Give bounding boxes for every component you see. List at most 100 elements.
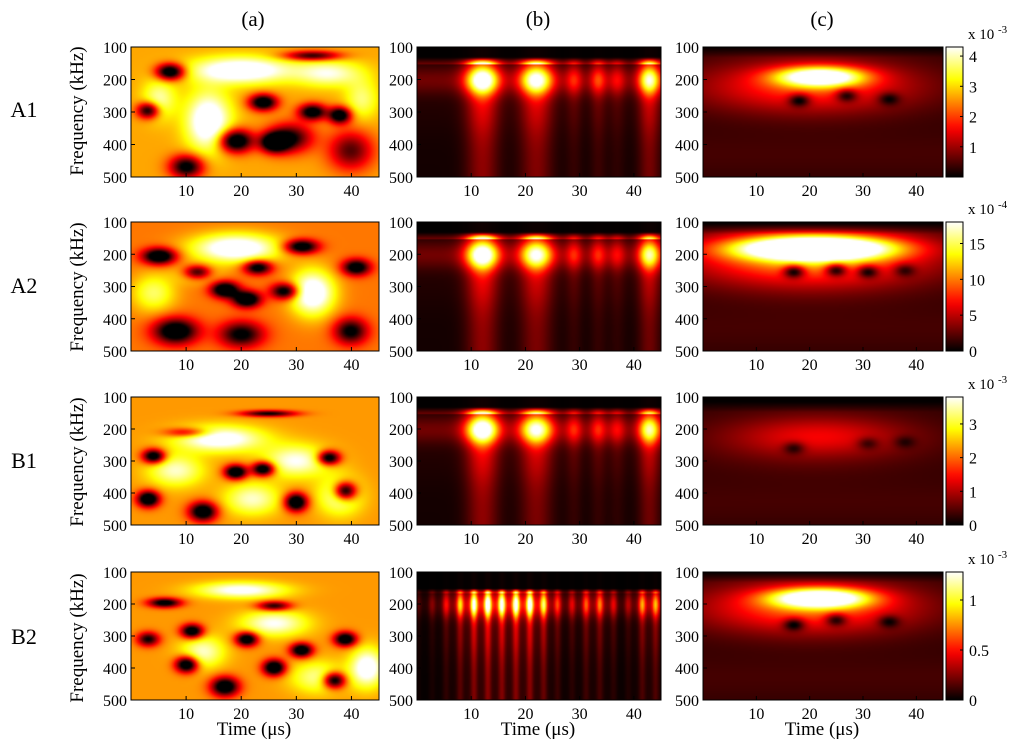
y-tick-label: 200	[389, 597, 413, 614]
y-tick-label: 100	[103, 215, 127, 232]
colorbar-tick-label: 1	[969, 593, 977, 610]
x-tick-label: 40	[343, 706, 359, 723]
y-tick-label: 300	[103, 629, 127, 646]
colorbar-tick-label: 1	[969, 140, 977, 157]
row-label-a2: A2	[11, 273, 38, 298]
y-tick-label: 400	[675, 486, 699, 503]
heatmap-c-a1	[703, 47, 943, 177]
x-tick-label: 10	[178, 706, 194, 723]
x-tick-label: 20	[802, 357, 818, 374]
y-tick-label: 400	[675, 661, 699, 678]
colorbar-a1	[945, 46, 964, 178]
x-tick-label: 30	[288, 531, 304, 548]
y-tick-label: 100	[389, 40, 413, 57]
colorbar-b1	[945, 396, 964, 526]
x-tick-label: 20	[802, 183, 818, 200]
y-tick-label: 400	[103, 661, 127, 678]
heatmap-a-b2	[131, 572, 379, 700]
x-tick-label: 20	[233, 531, 249, 548]
y-tick-label: 100	[389, 215, 413, 232]
y-tick-label: 500	[103, 693, 127, 710]
x-axis-title-c: Time (μs)	[785, 719, 859, 740]
x-tick-label: 10	[178, 357, 194, 374]
heatmap-a-a2	[131, 222, 379, 351]
y-tick-label: 300	[103, 105, 127, 122]
y-tick-label: 300	[389, 280, 413, 297]
y-tick-label: 300	[389, 454, 413, 471]
colorbar-exponent-a2: x 10 -4	[968, 199, 1008, 218]
colorbar-tick-label: 3	[969, 79, 977, 96]
y-tick-label: 400	[389, 312, 413, 329]
x-tick-label: 10	[178, 183, 194, 200]
heatmap-b-a1	[417, 47, 661, 177]
x-tick-label: 30	[288, 706, 304, 723]
column-label-c: (c)	[810, 7, 833, 31]
y-tick-label: 100	[103, 565, 127, 582]
y-tick-label: 400	[103, 486, 127, 503]
x-tick-label: 30	[855, 357, 871, 374]
colorbar-tick-label: 0	[969, 693, 977, 710]
x-tick-label: 20	[802, 531, 818, 548]
x-axis-title-b: Time (μs)	[501, 719, 575, 740]
heatmap-c-b2	[703, 572, 943, 700]
y-tick-label: 400	[389, 661, 413, 678]
column-label-b: (b)	[526, 7, 551, 31]
x-tick-label: 10	[178, 531, 194, 548]
x-axis-title-a: Time (μs)	[217, 719, 291, 740]
x-tick-label: 10	[748, 531, 764, 548]
y-tick-label: 300	[675, 454, 699, 471]
y-axis-title-b1: Frequency (kHz)	[67, 397, 88, 526]
colorbar-tick-label: 2	[969, 451, 977, 468]
x-tick-label: 40	[908, 531, 924, 548]
row-label-a1: A1	[11, 97, 38, 122]
y-tick-label: 200	[103, 422, 127, 439]
x-tick-label: 20	[802, 706, 818, 723]
y-tick-label: 400	[103, 312, 127, 329]
x-tick-label: 40	[626, 357, 642, 374]
x-tick-label: 20	[517, 531, 533, 548]
x-tick-label: 40	[343, 531, 359, 548]
colorbar-exponent-b2: x 10 -3	[968, 549, 1008, 568]
colorbar-tick-label: 4	[969, 49, 977, 66]
heatmap-b-b2	[417, 572, 661, 700]
colorbar-a2	[945, 221, 964, 352]
x-tick-label: 10	[463, 183, 479, 200]
y-tick-label: 500	[103, 344, 127, 361]
y-tick-label: 500	[103, 518, 127, 535]
y-tick-label: 100	[103, 390, 127, 407]
colorbar-exponent-a1: x 10 -3	[968, 24, 1008, 43]
y-axis-title-b2: Frequency (kHz)	[67, 573, 88, 702]
heatmap-b-a2	[417, 222, 661, 351]
x-tick-label: 40	[343, 183, 359, 200]
y-tick-label: 200	[675, 247, 699, 264]
colorbars: 1 2 3 4 x 10 -3 0 5 10 15 x 10 -4 0 1 2 3 x 10 -3 0 0.5 1…	[945, 24, 1008, 710]
y-tick-label: 500	[389, 693, 413, 710]
y-tick-label: 200	[389, 73, 413, 90]
y-tick-label: 500	[103, 170, 127, 187]
x-tick-label: 30	[572, 183, 588, 200]
y-tick-label: 200	[103, 247, 127, 264]
y-tick-label: 200	[675, 597, 699, 614]
x-tick-label: 30	[855, 706, 871, 723]
x-tick-label: 30	[572, 531, 588, 548]
x-tick-label: 20	[233, 183, 249, 200]
y-tick-label: 400	[675, 138, 699, 155]
x-tick-label: 30	[572, 706, 588, 723]
x-tick-label: 20	[233, 357, 249, 374]
y-tick-label: 300	[675, 105, 699, 122]
x-tick-label: 40	[908, 706, 924, 723]
heatmap-panels	[131, 47, 943, 700]
heatmap-b-b1	[417, 397, 661, 525]
x-tick-label: 10	[463, 531, 479, 548]
row-label-b2: B2	[11, 624, 37, 649]
x-tick-label: 20	[517, 706, 533, 723]
row-label-b1: B1	[11, 448, 37, 473]
y-tick-label: 200	[103, 597, 127, 614]
x-tick-label: 10	[748, 357, 764, 374]
y-tick-label: 100	[389, 565, 413, 582]
colorbar-exponent-b1: x 10 -3	[968, 374, 1008, 393]
y-tick-label: 300	[675, 629, 699, 646]
colorbar-tick-label: 15	[969, 237, 985, 254]
y-tick-label: 200	[103, 73, 127, 90]
